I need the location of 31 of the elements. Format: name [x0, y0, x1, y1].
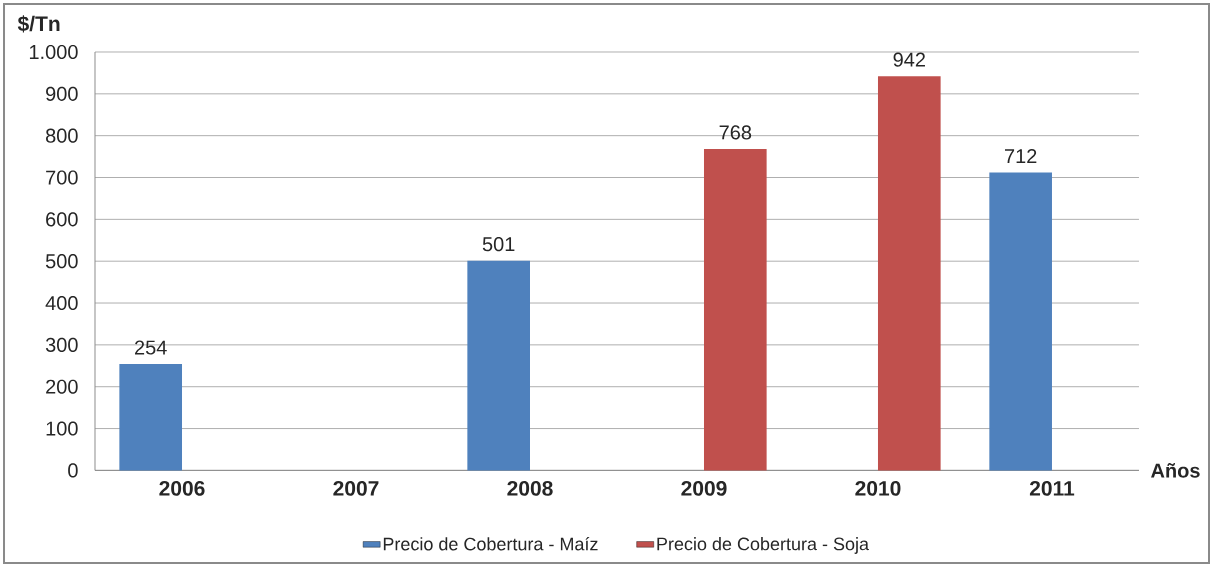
y-tick-label: 400: [45, 295, 78, 311]
y-tick-label: 1.000: [29, 44, 78, 60]
x-tick-label: 2007: [333, 480, 379, 496]
x-tick-label: 2006: [159, 480, 205, 496]
legend-label: Precio de Cobertura - Maíz: [383, 537, 598, 551]
data-label: 501: [482, 237, 515, 252]
y-tick-label: 800: [45, 128, 78, 143]
y-tick-label: 600: [46, 212, 78, 227]
data-label: 712: [1004, 149, 1037, 163]
y-tick-label: 700: [46, 170, 78, 185]
data-label: 942: [893, 52, 925, 67]
x-tick-label: 2009: [681, 480, 727, 496]
y-axis-title: $/Tn: [17, 15, 60, 33]
bar: [119, 364, 183, 471]
y-tick-label: 200: [46, 379, 78, 394]
x-axis-title: Años: [1151, 463, 1200, 478]
bar: [877, 76, 941, 471]
bar: [989, 172, 1052, 471]
x-tick-label: 2010: [855, 480, 901, 496]
y-tick-label: 300: [45, 337, 78, 352]
data-label: 254: [135, 340, 167, 355]
x-tick-label: 2008: [507, 480, 553, 496]
y-tick-label: 0: [68, 463, 78, 478]
legend-label: Precio de Cobertura - Soja: [657, 537, 870, 554]
bar: [467, 260, 530, 471]
x-tick-label: 2011: [1029, 480, 1075, 496]
y-tick-label: 500: [45, 254, 78, 269]
data-label: 768: [719, 125, 752, 140]
bar: [703, 149, 767, 471]
y-tick-label: 100: [46, 421, 78, 436]
y-tick-label: 900: [46, 86, 78, 101]
